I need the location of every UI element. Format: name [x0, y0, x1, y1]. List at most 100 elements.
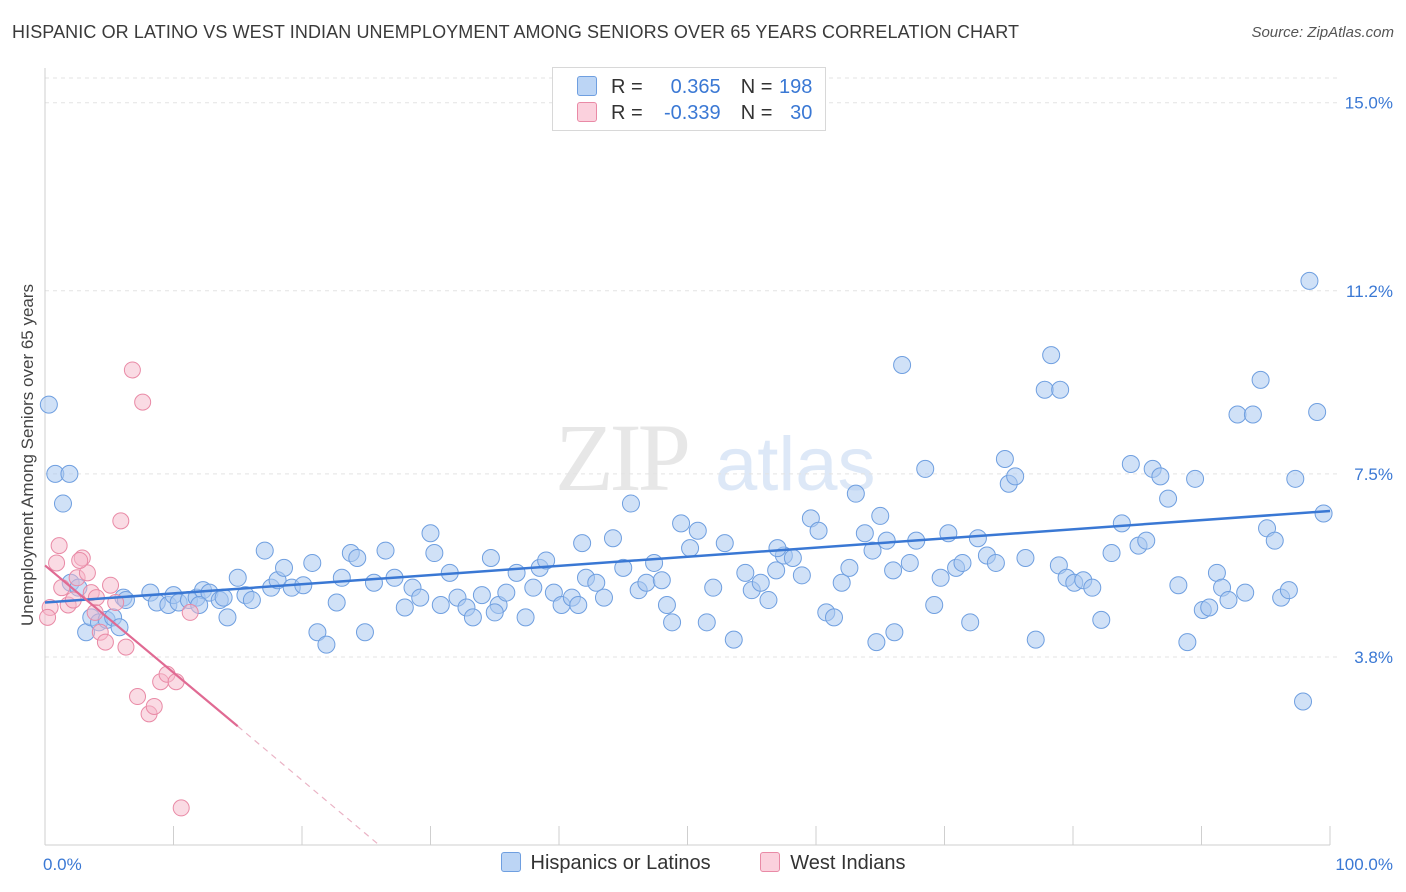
data-point-hispanic	[497, 583, 516, 602]
y-tick-labels: 3.8% 7.5% 11.2% 15.0%	[1345, 94, 1393, 667]
series-legend: Hispanics or Latinos West Indians	[0, 852, 1406, 875]
data-point-hispanic	[657, 596, 676, 615]
data-point-hispanic	[1251, 370, 1270, 389]
data-point-hispanic	[1308, 403, 1327, 422]
data-point-hispanic	[995, 450, 1014, 469]
data-point-hispanic	[537, 551, 556, 570]
correlation-legend: R = 0.365 N = 198 R = -0.339 N = 30	[552, 67, 826, 131]
data-point-hispanic	[376, 541, 395, 560]
data-point-hispanic	[614, 558, 633, 577]
data-point-hispanic	[767, 561, 786, 580]
data-point-hispanic	[524, 578, 543, 597]
data-point-hispanic	[871, 506, 890, 525]
data-point-hispanic	[1178, 633, 1197, 652]
data-point-hispanic	[507, 563, 526, 582]
data-point-hispanic	[953, 553, 972, 572]
data-point-hispanic	[1286, 469, 1305, 488]
x-tick-label: 0.0%	[43, 855, 82, 874]
data-point-west-indian	[129, 688, 147, 706]
data-point-hispanic	[1294, 692, 1313, 711]
data-point-hispanic	[463, 608, 482, 627]
n-label: N =	[740, 102, 773, 124]
data-point-west-indian	[102, 576, 120, 594]
data-point-hispanic	[637, 573, 656, 592]
data-point-hispanic	[395, 598, 414, 617]
data-point-west-indian	[145, 697, 163, 715]
data-point-west-indian	[117, 638, 135, 656]
data-point-hispanic	[485, 603, 504, 622]
data-point-hispanic	[327, 593, 346, 612]
chart-title: HISPANIC OR LATINO VS WEST INDIAN UNEMPL…	[12, 22, 1020, 42]
data-point-hispanic	[900, 553, 919, 572]
data-point-hispanic	[663, 613, 682, 632]
n-value: 30	[790, 102, 813, 124]
data-point-west-indian	[39, 608, 57, 626]
trend-line-west-indian	[44, 564, 239, 728]
data-point-hispanic	[60, 464, 79, 483]
data-point-hispanic	[1112, 514, 1131, 533]
data-point-hispanic	[751, 573, 770, 592]
data-point-hispanic	[1200, 598, 1219, 617]
data-point-hispanic	[1314, 504, 1333, 523]
data-point-west-indian	[50, 537, 68, 555]
data-point-hispanic	[1006, 467, 1025, 486]
y-tick-label: 15.0%	[1345, 94, 1393, 113]
data-point-hispanic	[303, 553, 322, 572]
data-point-west-indian	[53, 579, 71, 597]
legend-label: Hispanics or Latinos	[530, 852, 711, 874]
data-point-hispanic	[783, 548, 802, 567]
legend-row-west-indians: R = -0.339 N = 30	[577, 102, 812, 126]
legend-label: West Indians	[790, 852, 906, 874]
data-point-hispanic	[681, 539, 700, 558]
data-point-hispanic	[308, 623, 327, 642]
data-point-hispanic	[986, 553, 1005, 572]
data-point-west-indian	[78, 564, 96, 582]
data-point-hispanic	[1051, 380, 1070, 399]
data-point-hispanic	[603, 529, 622, 548]
data-point-hispanic	[411, 588, 430, 607]
data-point-hispanic	[587, 573, 606, 592]
data-point-hispanic	[317, 635, 336, 654]
x-tick-label: 100.0%	[1335, 855, 1393, 874]
y-tick-label: 3.8%	[1354, 648, 1393, 667]
data-point-hispanic	[472, 586, 491, 605]
data-point-hispanic	[1035, 380, 1054, 399]
trend-extension-west-indian	[237, 725, 380, 846]
data-point-hispanic	[1228, 405, 1247, 424]
data-point-hispanic	[672, 514, 691, 533]
data-point-hispanic	[1169, 576, 1188, 595]
data-point-west-indian	[181, 603, 199, 621]
data-point-hispanic	[863, 541, 882, 560]
data-point-hispanic	[481, 548, 500, 567]
data-point-hispanic	[242, 591, 261, 610]
legend-swatch-blue	[500, 852, 521, 872]
data-point-hispanic	[645, 553, 664, 572]
data-point-west-indian	[112, 512, 130, 530]
watermark: ZIP atlas	[555, 404, 876, 511]
n-label: N =	[740, 76, 773, 98]
data-point-west-indian	[96, 633, 114, 651]
data-point-hispanic	[1159, 489, 1178, 508]
watermark-zip: ZIP	[555, 404, 688, 511]
data-point-hispanic	[1137, 531, 1156, 550]
data-point-hispanic	[968, 529, 987, 548]
trend-line-hispanic	[44, 509, 1331, 604]
data-point-hispanic	[1083, 578, 1102, 597]
data-point-hispanic	[275, 558, 294, 577]
data-point-hispanic	[885, 623, 904, 642]
data-point-hispanic	[916, 459, 935, 478]
r-label: R =	[611, 102, 643, 124]
data-point-hispanic	[1243, 405, 1262, 424]
data-point-hispanic	[824, 608, 843, 627]
data-point-hispanic	[53, 494, 72, 513]
data-point-hispanic	[715, 534, 734, 553]
data-point-hispanic	[792, 566, 811, 585]
data-point-hispanic	[832, 573, 851, 592]
data-point-hispanic	[697, 613, 716, 632]
y-tick-label: 7.5%	[1354, 465, 1393, 484]
data-point-hispanic	[1300, 271, 1319, 290]
data-point-hispanic	[1279, 581, 1298, 600]
data-point-hispanic	[355, 623, 374, 642]
data-point-west-indian	[134, 393, 152, 411]
data-point-hispanic	[1219, 591, 1238, 610]
